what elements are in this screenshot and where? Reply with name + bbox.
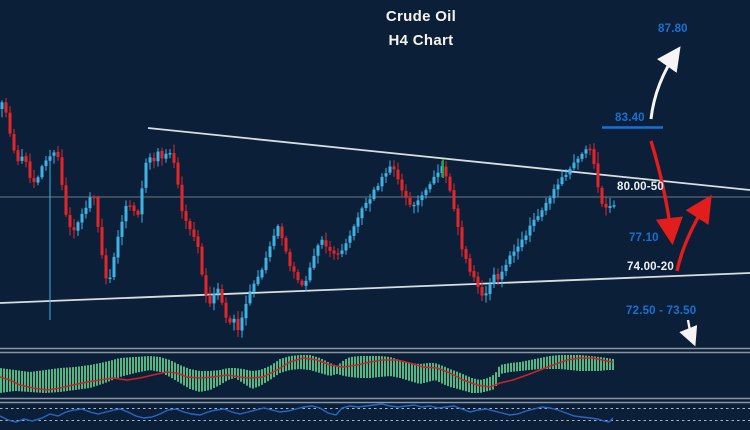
pane-dividers bbox=[0, 347, 750, 404]
support-zone-label: 74.00-20 bbox=[627, 261, 674, 273]
oscillator-indicator-pane bbox=[0, 403, 750, 423]
target-price-label: 87.80 bbox=[658, 23, 688, 35]
pivot-zone-label: 80.00-50 bbox=[617, 181, 664, 193]
annotation-arrows bbox=[649, 46, 712, 347]
chart-title: Crude Oil bbox=[385, 8, 457, 25]
candlestick-series bbox=[0, 98, 616, 338]
resistance-price-label: 83.40 bbox=[615, 112, 645, 124]
trendlines bbox=[0, 127, 750, 304]
demand-zone-label: 72.50 - 73.50 bbox=[626, 305, 697, 317]
support-price-label: 77.10 bbox=[629, 232, 659, 244]
macd-indicator-pane bbox=[0, 355, 614, 393]
chart-subtitle: H4 Chart bbox=[388, 32, 454, 49]
